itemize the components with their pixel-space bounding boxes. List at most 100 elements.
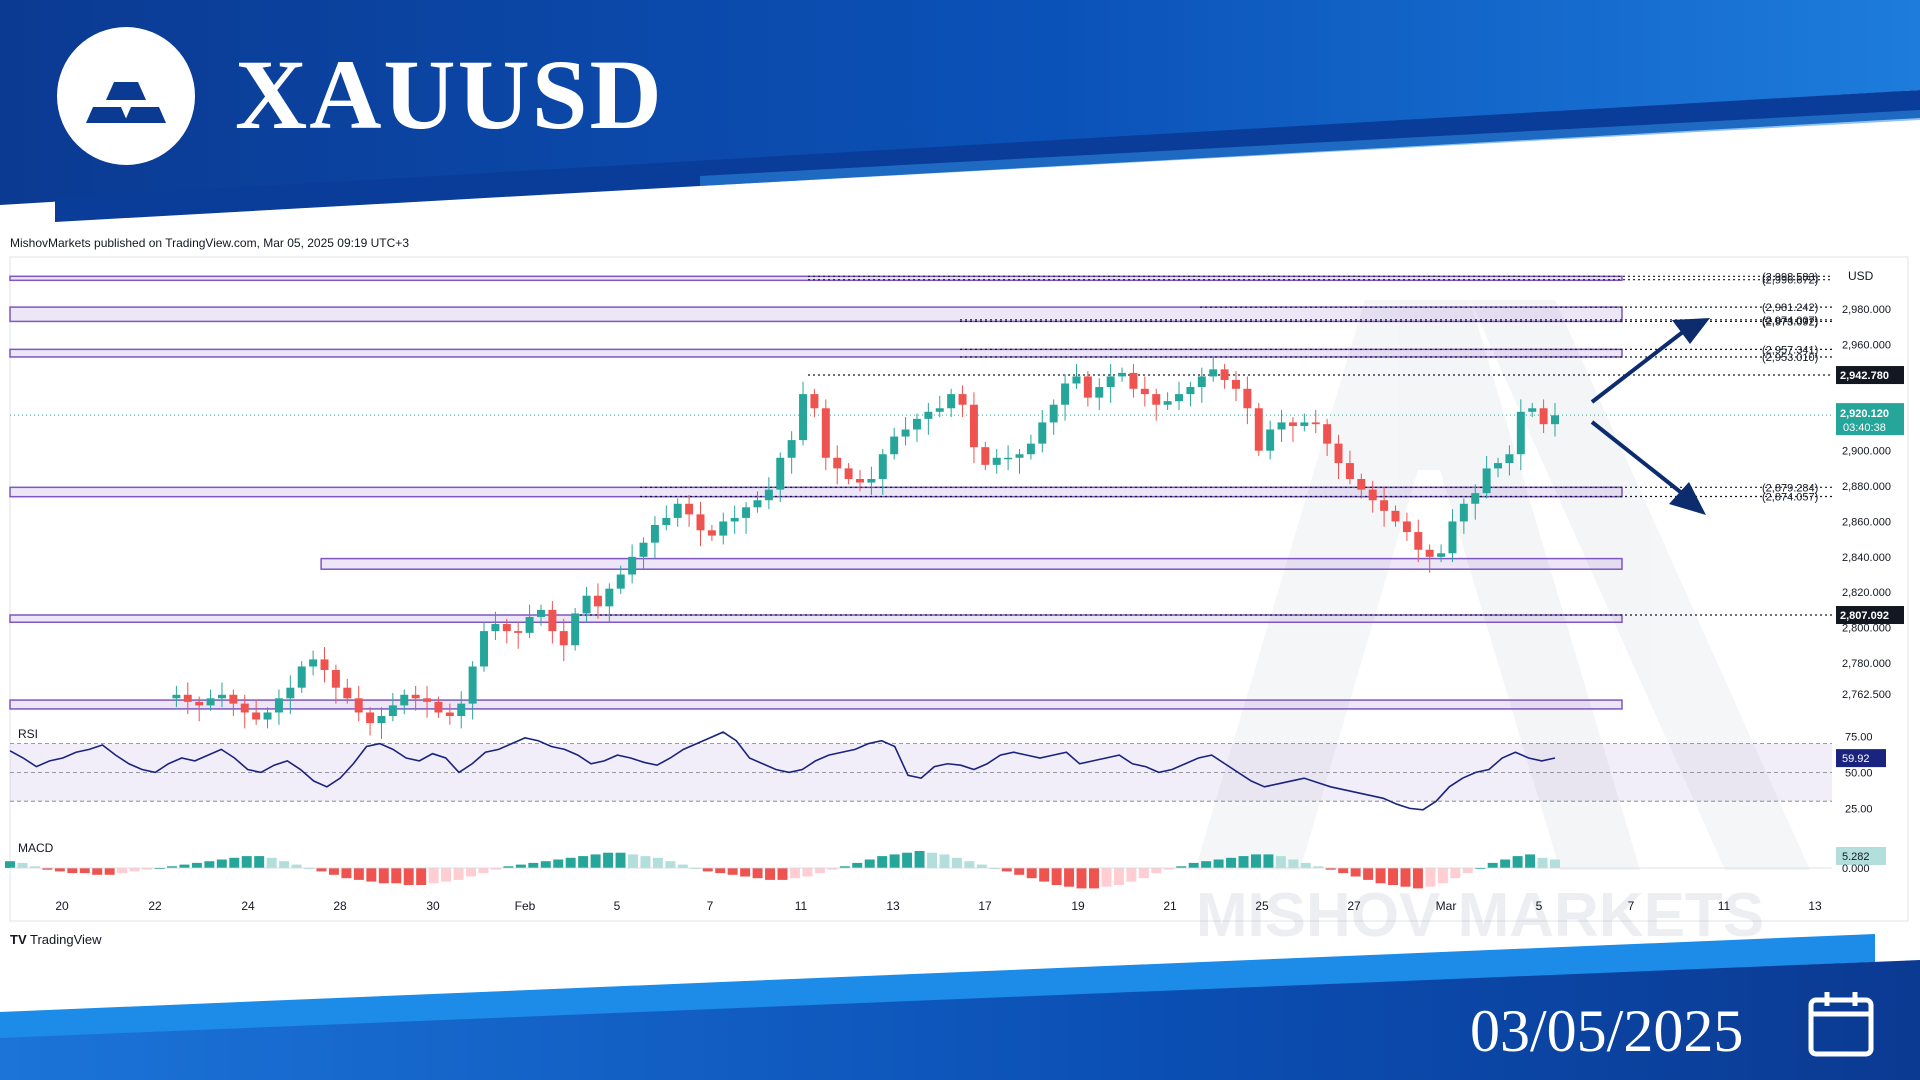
macd-bar — [1176, 866, 1187, 868]
macd-bar — [665, 861, 676, 868]
macd-bar — [951, 857, 962, 868]
candle — [1380, 500, 1389, 511]
candle — [1368, 489, 1377, 501]
candle — [958, 394, 967, 405]
macd-bar — [1537, 857, 1548, 868]
support-resistance-zone — [9, 614, 1623, 624]
macd-bar — [291, 864, 302, 868]
macd-bar — [802, 868, 813, 877]
candle — [1311, 422, 1320, 425]
macd-bar — [1101, 868, 1112, 887]
macd-bar — [104, 868, 115, 875]
candle — [1448, 521, 1457, 554]
macd-bar — [490, 868, 501, 870]
macd-bar — [964, 861, 975, 868]
candle — [1459, 503, 1468, 522]
level-label: (2,981.242) — [1762, 302, 1818, 314]
macd-label: MACD — [18, 841, 54, 855]
candle — [924, 411, 933, 419]
macd-bar — [54, 868, 65, 872]
y-tick-label: 2,800.000 — [1842, 623, 1891, 635]
macd-bar — [1288, 859, 1299, 868]
macd-bar — [229, 857, 240, 868]
x-tick-label: 24 — [241, 899, 255, 913]
x-tick-label: 7 — [1628, 899, 1635, 913]
candle — [480, 631, 489, 667]
candle — [1163, 401, 1172, 405]
candle — [912, 418, 921, 430]
macd-bar — [540, 861, 551, 868]
x-tick-label: 11 — [1718, 899, 1731, 913]
macd-bar — [1512, 856, 1523, 868]
candle — [844, 468, 853, 480]
candle — [423, 698, 432, 702]
candle — [1323, 424, 1332, 444]
currency-label: USD — [1848, 269, 1874, 283]
macd-bar — [316, 868, 327, 872]
candle — [377, 716, 386, 724]
candle — [571, 613, 580, 646]
macd-bar — [1263, 854, 1274, 868]
macd-bar — [1014, 868, 1025, 875]
macd-bar — [1388, 868, 1399, 885]
candle — [297, 666, 306, 688]
macd-bar — [1375, 868, 1386, 884]
candle — [764, 489, 773, 501]
candle — [1300, 422, 1309, 426]
candle — [183, 694, 192, 702]
y-tick-label: 2,980.000 — [1842, 304, 1891, 316]
macd-bar — [1475, 868, 1486, 869]
candle — [1357, 479, 1366, 490]
candle — [1437, 553, 1446, 557]
macd-bar — [1250, 854, 1261, 868]
macd-bar — [179, 864, 190, 868]
macd-bar — [652, 857, 663, 868]
macd-bar — [1151, 868, 1162, 874]
candle — [981, 447, 990, 465]
candle — [274, 698, 283, 713]
macd-bar — [777, 868, 788, 880]
macd-bar — [129, 868, 140, 872]
candle — [821, 408, 830, 458]
macd-bar — [1550, 859, 1560, 868]
candle — [1106, 376, 1115, 388]
macd-bar — [578, 856, 589, 868]
candle — [559, 631, 568, 646]
macd-bar — [603, 852, 614, 868]
candle — [514, 631, 523, 633]
macd-bar — [852, 862, 863, 868]
macd-bar — [1487, 862, 1498, 868]
candle — [1528, 408, 1537, 412]
candle — [605, 588, 614, 607]
macd-bar — [615, 852, 626, 868]
key-level-tag — [1836, 606, 1904, 625]
macd-bar — [1089, 868, 1099, 889]
x-tick-label: Mar — [1436, 899, 1457, 913]
macd-bar — [204, 861, 215, 868]
candle — [1334, 443, 1343, 464]
macd-bar — [765, 868, 776, 880]
candle — [867, 479, 876, 483]
key-level-label: 2,942.780 — [1840, 370, 1889, 382]
level-label: (2,998.583) — [1762, 271, 1818, 283]
candle — [1026, 443, 1035, 455]
candle — [969, 404, 978, 448]
candle — [1061, 383, 1070, 405]
x-tick-label: 13 — [1808, 899, 1822, 913]
header-banner — [0, 0, 1920, 222]
candle — [730, 517, 739, 522]
macd-bar — [166, 866, 177, 868]
macd-bar — [1138, 868, 1149, 879]
level-label: (2,973.092) — [1762, 316, 1818, 328]
candle — [1095, 387, 1104, 398]
macd-bar — [1064, 868, 1075, 887]
macd-bar — [1275, 856, 1286, 868]
macd-tick-label: 0.000 — [1842, 863, 1870, 875]
candle — [1539, 408, 1548, 425]
macd-bar — [478, 868, 489, 874]
candle — [673, 503, 682, 518]
macd-bar — [752, 868, 763, 879]
x-tick-label: 20 — [55, 899, 69, 913]
candle — [742, 507, 751, 518]
